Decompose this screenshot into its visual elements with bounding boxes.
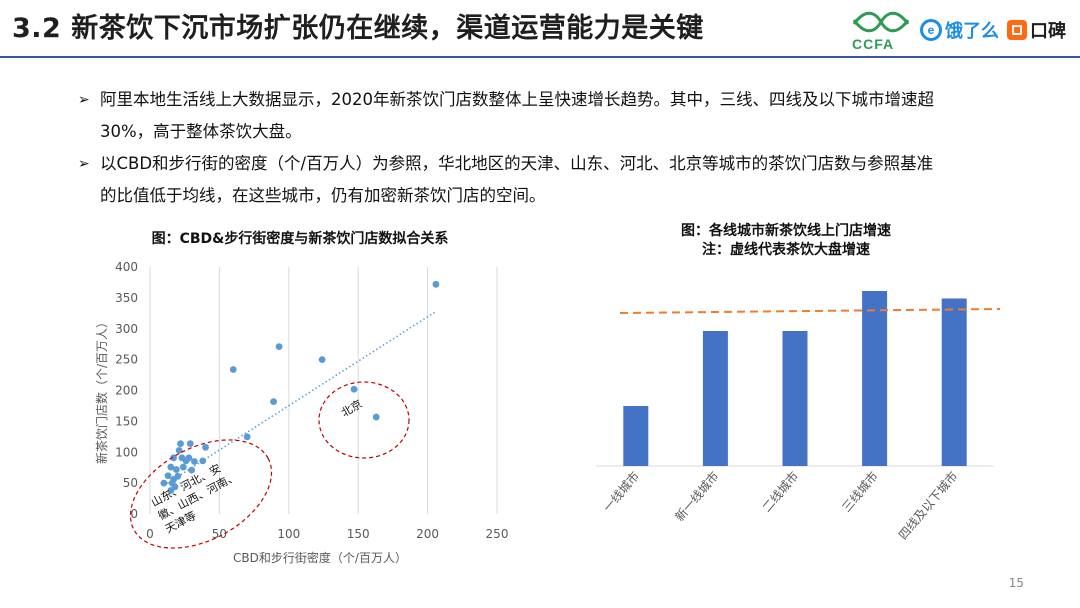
scatter-point (186, 440, 194, 448)
scatter-points (160, 280, 440, 494)
bar-category-labels: 一线城市 新一线城市 二线城市 三线城市 四线及以下城市 (600, 468, 961, 542)
scatter-point (164, 472, 172, 480)
eleme-mark-icon: e (920, 19, 942, 41)
bullet-text-line: 的比值低于均线，在这些城市，仍有加密新茶饮门店的空间。 (100, 186, 546, 205)
scatter-y-tick-label: 250 (115, 353, 138, 367)
scatter-y-tick-label: 0 (130, 507, 138, 521)
scatter-x-axis-label: CBD和步行街密度（个/百万人） (233, 550, 407, 565)
scatter-gridlines (149, 267, 498, 514)
bar (782, 331, 808, 466)
scatter-point (179, 463, 187, 471)
scatter-point (167, 487, 175, 494)
scatter-point (275, 343, 283, 351)
bullet-item: ➢ 以CBD和步行街的密度（个/百万人）为参照，华北地区的天津、山东、河北、北京… (78, 148, 1018, 212)
scatter-point (191, 458, 198, 465)
scatter-point (229, 366, 237, 373)
scatter-point (188, 466, 196, 474)
bar-chart-subtitle: 注：虚线代表茶饮大盘增速 (702, 242, 870, 258)
bullet-list: ➢ 阿里本地生活线上大数据显示，2020年新茶饮门店数整体上呈快速增长趋势。其中… (78, 84, 1018, 212)
logo-group: CCFA e 饿了么 口碑 (850, 8, 1066, 52)
scatter-y-tick-label: 400 (115, 260, 138, 274)
north-china-label-line: 山东、河北、安 (149, 461, 224, 510)
bullet-text-line: 阿里本地生活线上大数据显示，2020年新茶饮门店数整体上呈快速增长趋势。其中，三… (100, 90, 934, 109)
scatter-y-tick-label: 150 (115, 414, 138, 428)
scatter-point (177, 440, 184, 448)
bar-category-label: 四线及以下城市 (895, 468, 960, 542)
scatter-y-axis-label: 新茶饮门店数（个/百万人） (94, 316, 109, 464)
north-china-label-line: 天津等 (163, 508, 199, 536)
beijing-label: 北京 (339, 396, 365, 419)
scatter-y-tick-labels: 0 50 100 150 200 250 300 350 400 (115, 260, 138, 521)
north-china-label-line: 徽、山西、河南、 (156, 469, 240, 523)
scatter-point (318, 356, 326, 364)
market-growth-reference-line (619, 308, 1001, 314)
bar (623, 406, 649, 466)
scatter-point (432, 280, 440, 288)
scatter-point (202, 443, 209, 451)
scatter-point (171, 483, 179, 491)
scatter-x-tick-label: 100 (277, 527, 300, 541)
arrow-bullet-icon: ➢ (78, 156, 90, 172)
eleme-logo: e 饿了么 (920, 17, 999, 43)
scatter-point (270, 398, 277, 406)
ccfa-emblem-icon (852, 11, 910, 33)
scatter-trendline (163, 310, 437, 487)
scatter-point (174, 472, 182, 480)
scatter-point (170, 476, 177, 483)
bar (862, 291, 888, 466)
scatter-point (182, 457, 190, 465)
bar-series (623, 291, 967, 466)
north-china-ellipse (129, 439, 273, 549)
scatter-point (350, 385, 358, 393)
page-title: 3.2 新茶饮下沉市场扩张仍在继续，渠道运营能力是关键 (12, 13, 704, 44)
bar-category-label: 二线城市 (759, 468, 801, 514)
scatter-x-tick-label: 0 (146, 527, 154, 541)
scatter-point (167, 463, 175, 471)
scatter-y-tick-label: 50 (123, 476, 138, 490)
scatter-x-tick-label: 50 (212, 527, 227, 541)
bar-chart-title: 图：各线城市新茶饮线上门店增速 (681, 223, 891, 239)
scatter-point (160, 479, 168, 487)
bar (702, 331, 728, 466)
koubei-logo: 口碑 (1007, 17, 1066, 43)
arrow-bullet-icon: ➢ (78, 92, 90, 108)
eleme-logo-text: 饿了么 (945, 21, 999, 42)
koubei-logo-text: 口碑 (1030, 21, 1066, 42)
bar-category-label: 一线城市 (600, 468, 642, 514)
scatter-chart-title: 图：CBD&步行街密度与新茶饮门店数拟合关系 (151, 231, 449, 247)
bullet-text-line: 以CBD和步行街的密度（个/百万人）为参照，华北地区的天津、山东、河北、北京等城… (100, 154, 934, 173)
title-divider (0, 56, 1080, 58)
scatter-y-tick-label: 300 (115, 322, 138, 336)
scatter-point (175, 446, 183, 454)
scatter-x-tick-label: 200 (416, 527, 439, 541)
scatter-point (185, 454, 193, 462)
scatter-y-tick-label: 100 (115, 445, 138, 459)
scatter-point (172, 466, 180, 473)
page-number: 15 (1008, 576, 1024, 590)
bar-category-label: 新一线城市 (672, 468, 722, 524)
bar (941, 298, 967, 466)
scatter-x-tick-label: 150 (347, 527, 370, 541)
bullet-text-line: 30%，高于整体茶饮大盘。 (100, 122, 302, 141)
scatter-y-tick-label: 200 (115, 384, 138, 398)
scatter-point (178, 454, 186, 462)
scatter-x-tick-label: 250 (486, 527, 509, 541)
scatter-point (199, 457, 207, 465)
scatter-point (372, 413, 380, 421)
ccfa-logo-text: CCFA (852, 36, 895, 52)
bullet-item: ➢ 阿里本地生活线上大数据显示，2020年新茶饮门店数整体上呈快速增长趋势。其中… (78, 84, 1018, 148)
scatter-point (168, 479, 176, 487)
scatter-y-tick-label: 350 (115, 291, 138, 305)
bar-category-label: 三线城市 (839, 468, 881, 514)
beijing-ellipse (318, 381, 410, 459)
scatter-x-tick-labels: 0 50 100 150 200 250 (146, 527, 508, 541)
koubei-mark-icon (1007, 20, 1027, 40)
ccfa-logo: CCFA (850, 8, 912, 52)
scatter-point (243, 433, 251, 441)
north-china-label: 山东、河北、安 徽、山西、河南、 天津等 (149, 461, 240, 536)
scatter-point (170, 454, 177, 462)
